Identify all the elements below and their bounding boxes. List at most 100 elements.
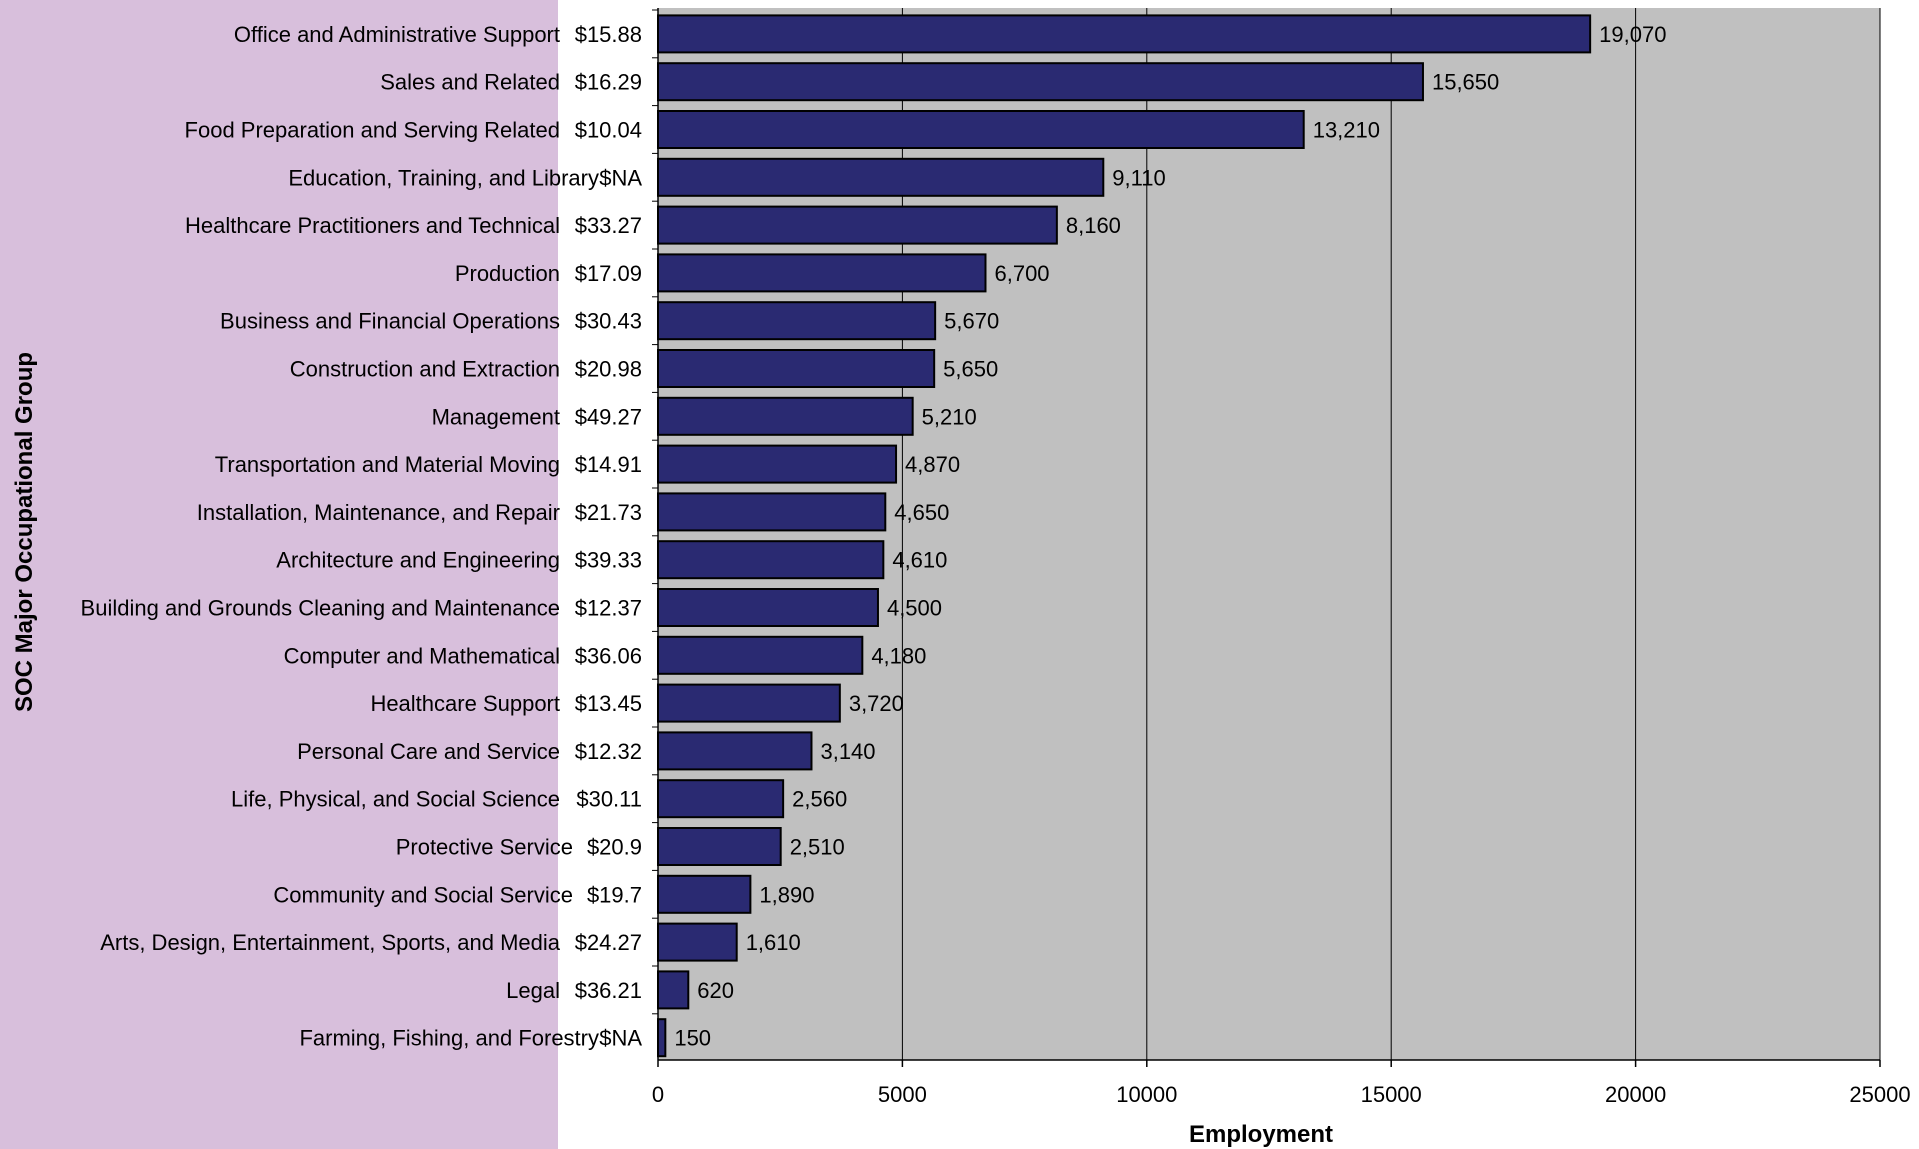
bar-value-label: 5,670	[944, 309, 999, 334]
bar-value-label: 6,700	[994, 261, 1049, 286]
x-tick-label: 5000	[878, 1082, 927, 1107]
bar-value-label: 3,720	[849, 691, 904, 716]
bar-value-label: 5,210	[922, 404, 977, 429]
category-label: Office and Administrative Support	[234, 22, 560, 47]
wage-label: $36.06	[575, 643, 642, 668]
wage-label: $19.7	[587, 882, 642, 907]
x-tick-label: 25000	[1849, 1082, 1910, 1107]
x-axis-title: Employment	[1189, 1121, 1333, 1148]
category-label: Building and Grounds Cleaning and Mainte…	[81, 596, 560, 621]
label-panel-background	[0, 0, 558, 1149]
category-label: Life, Physical, and Social Science	[231, 787, 560, 812]
wage-label: $33.27	[575, 213, 642, 238]
bar	[657, 301, 937, 341]
bar	[657, 922, 738, 962]
wage-label: $20.98	[575, 357, 642, 382]
category-label: Food Preparation and Serving Related	[185, 118, 560, 143]
bar-value-label: 4,180	[871, 643, 926, 668]
bar-value-label: 2,560	[792, 787, 847, 812]
wage-label: $24.27	[575, 930, 642, 955]
category-label: Protective Service	[396, 835, 573, 860]
category-label: Healthcare Support	[370, 691, 560, 716]
bar-value-label: 1,890	[759, 882, 814, 907]
category-label: Production	[455, 261, 560, 286]
category-label: Arts, Design, Entertainment, Sports, and…	[100, 930, 561, 955]
wage-label: $16.29	[575, 70, 642, 95]
category-label: Community and Social Service	[273, 882, 573, 907]
bar	[657, 157, 1105, 197]
bar-value-label: 9,110	[1112, 165, 1165, 190]
category-label: Installation, Maintenance, and Repair	[197, 500, 560, 525]
category-label: Computer and Mathematical	[284, 643, 560, 668]
wage-label: $NA	[599, 1026, 642, 1051]
bar	[657, 1018, 667, 1058]
bar	[657, 349, 936, 388]
x-tick-label: 20000	[1605, 1082, 1666, 1107]
bar-value-label: 150	[674, 1026, 711, 1051]
x-tick-label: 10000	[1116, 1082, 1177, 1107]
bar	[657, 588, 879, 627]
wage-label: $39.33	[575, 548, 642, 573]
bar	[657, 444, 898, 484]
category-label: Healthcare Practitioners and Technical	[185, 213, 560, 238]
bar-value-label: 4,650	[894, 500, 949, 525]
category-label: Sales and Related	[380, 70, 560, 95]
bar	[657, 683, 841, 723]
bar-value-label: 2,510	[790, 835, 845, 860]
wage-label: $12.37	[575, 596, 642, 621]
bar-value-label: 3,140	[820, 739, 875, 764]
bar	[657, 827, 782, 866]
x-tick-label: 15000	[1361, 1082, 1422, 1107]
bar	[657, 396, 914, 436]
wage-label: $30.43	[575, 309, 642, 334]
bar	[657, 110, 1305, 149]
bar	[657, 62, 1424, 102]
bar-value-label: 4,870	[905, 452, 960, 477]
wage-label: $49.27	[575, 404, 642, 429]
bar	[657, 779, 785, 819]
bar-value-label: 4,500	[887, 596, 942, 621]
category-label: Personal Care and Service	[297, 739, 560, 764]
wage-label: $14.91	[575, 452, 642, 477]
bar-value-label: 8,160	[1066, 213, 1121, 238]
bar-value-label: 19,070	[1599, 22, 1666, 47]
category-label: Education, Training, and Library	[288, 165, 599, 190]
bar-value-label: 5,650	[943, 357, 998, 382]
x-tick-label: 0	[652, 1082, 664, 1107]
bar-value-label: 15,650	[1432, 70, 1499, 95]
category-label: Farming, Fishing, and Forestry	[299, 1026, 599, 1051]
bars: 19,070 15,650 13,210 9,110 8,160 6,700 5,670 5,…	[657, 14, 1666, 1058]
wage-label: $17.09	[575, 261, 642, 286]
wage-label: $20.9	[587, 835, 642, 860]
bar	[657, 205, 1058, 245]
bar	[657, 874, 752, 914]
bar	[657, 540, 885, 580]
bar	[657, 14, 1592, 54]
wage-label: $NA	[599, 165, 642, 190]
category-label: Legal	[506, 978, 560, 1003]
bar	[657, 253, 987, 293]
wage-label: $13.45	[575, 691, 642, 716]
category-label: Transportation and Material Moving	[215, 452, 560, 477]
wage-label: $12.32	[575, 739, 642, 764]
category-labels: $15.88 Office and Administrative Support $…	[81, 22, 643, 1051]
category-label: Management	[432, 404, 560, 429]
bar	[657, 635, 864, 675]
category-label: Architecture and Engineering	[276, 548, 560, 573]
bar-value-label: 1,610	[746, 930, 801, 955]
wage-label: $10.04	[575, 118, 642, 143]
bar	[657, 970, 690, 1010]
category-label: Construction and Extraction	[290, 357, 560, 382]
category-label: Business and Financial Operations	[220, 309, 560, 334]
wage-label: $21.73	[575, 500, 642, 525]
wage-label: $15.88	[575, 22, 642, 47]
bar-value-label: 13,210	[1313, 118, 1380, 143]
bar	[657, 731, 813, 771]
x-axis-ticks: 0 5000 10000 15000 20000 25000	[652, 8, 1911, 1107]
bar-value-label: 4,610	[892, 548, 947, 573]
bar-value-label: 620	[697, 978, 734, 1003]
wage-label: $30.11	[576, 787, 642, 812]
y-axis-title: SOC Major Occupational Group	[11, 352, 38, 712]
wage-label: $36.21	[575, 978, 642, 1003]
